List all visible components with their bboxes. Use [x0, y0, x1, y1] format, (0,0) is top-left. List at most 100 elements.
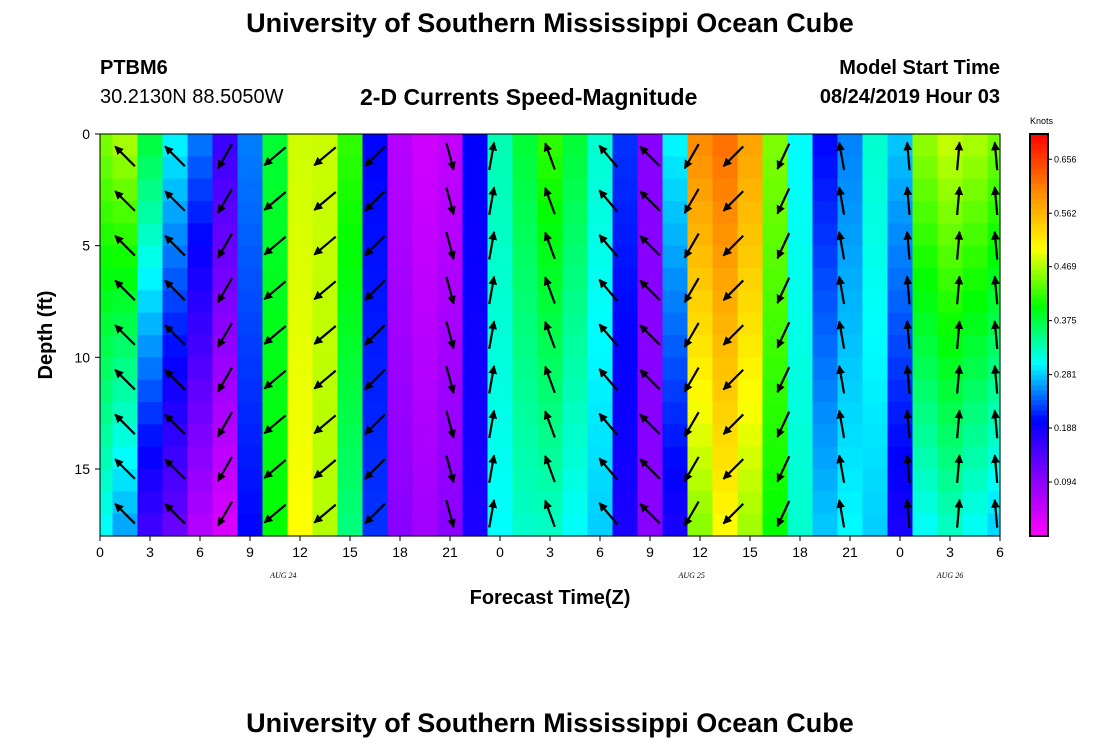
heatmap-cell	[262, 178, 289, 202]
current-vector-arrow	[598, 412, 619, 436]
heatmap-cell	[612, 513, 639, 537]
heatmap-cell	[262, 156, 289, 180]
heatmap-cell	[612, 424, 639, 448]
colorbar-segment	[1030, 440, 1048, 447]
heatmap-cell	[187, 201, 214, 224]
heatmap-cell	[812, 402, 839, 425]
heatmap-cell	[287, 178, 314, 202]
current-vector-arrow	[639, 279, 661, 302]
current-vector-arrow	[263, 459, 287, 479]
heatmap-cell	[812, 424, 839, 448]
heatmap-cell	[537, 424, 564, 448]
current-vector-arrow	[836, 320, 846, 349]
heatmap-cell	[512, 357, 539, 381]
heatmap-cell	[762, 312, 789, 336]
heatmap-cell	[737, 357, 764, 381]
heatmap-cell	[437, 357, 464, 381]
current-vector-arrow	[164, 190, 186, 212]
current-vector-arrow	[263, 146, 287, 167]
heatmap-cell	[137, 335, 164, 358]
colorbar-segment	[1030, 370, 1048, 376]
current-vector-arrow	[114, 458, 136, 480]
heatmap-cell	[212, 335, 239, 358]
current-vector-arrow	[114, 368, 136, 391]
heatmap-cell	[837, 290, 864, 314]
date-label: AUG 26	[936, 571, 963, 580]
heatmap-cell	[687, 424, 714, 448]
heatmap-cell	[137, 379, 164, 403]
heatmap-cell	[812, 513, 839, 537]
heatmap-cell	[787, 223, 814, 247]
heatmap-cell	[962, 446, 989, 470]
colorbar-segment	[1030, 284, 1048, 291]
current-vector-arrow	[263, 325, 287, 345]
heatmap-cell	[537, 290, 564, 314]
heatmap-cell	[487, 245, 514, 269]
heatmap-cell	[162, 245, 189, 269]
heatmap-cell	[262, 402, 289, 425]
heatmap-cell	[837, 201, 864, 224]
heatmap-cell	[462, 134, 489, 157]
current-vector-arrow	[683, 411, 700, 438]
heatmap-cell	[612, 357, 639, 381]
heatmap-cell	[312, 201, 339, 224]
heatmap-cell	[662, 312, 689, 336]
heatmap-cell	[587, 424, 614, 448]
current-vector-arrow	[776, 187, 791, 215]
current-vector-arrow	[488, 365, 498, 394]
heatmap-cell	[212, 245, 239, 269]
colorbar-segment	[1030, 400, 1048, 406]
heatmap-cell	[387, 312, 414, 336]
y-tick-label: 5	[82, 238, 90, 254]
heatmap-cell	[287, 223, 314, 247]
heatmap-cell	[662, 402, 689, 425]
heatmap-cell	[312, 446, 339, 470]
x-tick-label: 6	[996, 544, 1004, 560]
heatmap-cell	[962, 312, 989, 336]
heatmap-cell	[237, 268, 264, 291]
heatmap-cell	[837, 379, 864, 403]
colorbar-segment	[1030, 134, 1048, 140]
heatmap-cell	[837, 156, 864, 180]
current-vector-arrow	[488, 454, 498, 483]
heatmap-cell	[912, 446, 939, 470]
heatmap-cell	[537, 178, 564, 202]
heatmap-cell	[187, 402, 214, 425]
heatmap-cell	[887, 335, 914, 358]
current-vector-arrow	[903, 186, 913, 216]
heatmap-cell	[162, 312, 189, 336]
colorbar-segment	[1030, 319, 1048, 326]
heatmap-cell	[237, 379, 264, 403]
heatmap-cell	[637, 312, 664, 336]
colorbar-segment	[1030, 274, 1048, 281]
heatmap-cell	[637, 357, 664, 381]
current-vector-arrow	[445, 321, 456, 350]
heatmap-cell	[837, 335, 864, 358]
x-tick-label: 9	[646, 544, 654, 560]
colorbar-segment	[1030, 179, 1048, 185]
heatmap-cell	[787, 245, 814, 269]
current-vector-arrow	[598, 368, 619, 392]
heatmap-cell	[837, 357, 864, 381]
heatmap-cell	[412, 268, 439, 291]
heatmap-cell	[462, 513, 489, 537]
heatmap-cell	[487, 134, 514, 157]
heatmap-cell	[562, 379, 589, 403]
heatmap-cell	[862, 335, 889, 358]
current-vector-arrow	[776, 143, 791, 170]
heatmap-cell	[112, 379, 139, 403]
heatmap-cell	[912, 268, 939, 291]
heatmap-cell	[762, 223, 789, 247]
heatmap-cell	[100, 402, 114, 425]
heatmap-cell	[887, 223, 914, 247]
heatmap-cell	[262, 335, 289, 358]
heatmap-cell	[612, 201, 639, 224]
heatmap-cell	[462, 424, 489, 448]
colorbar-segment	[1030, 505, 1048, 512]
heatmap-cell	[237, 491, 264, 515]
heatmap-cell	[637, 446, 664, 470]
heatmap-cell	[912, 357, 939, 381]
heatmap-cell	[737, 424, 764, 448]
heatmap-cell	[712, 379, 739, 403]
heatmap-cell	[762, 156, 789, 180]
